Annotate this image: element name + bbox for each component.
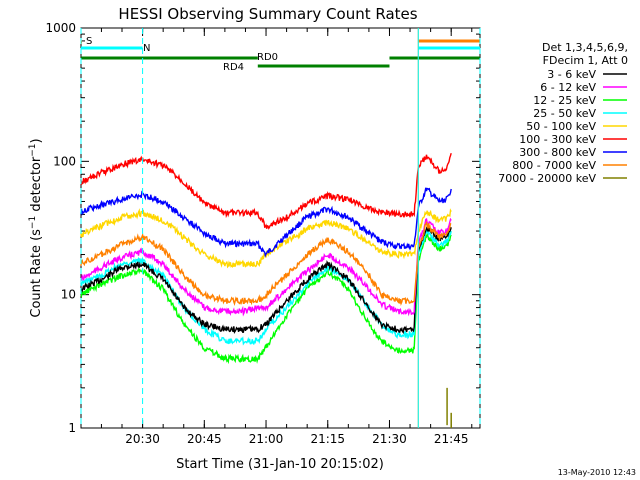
legend-entry-label: 7000 - 20000 keV xyxy=(498,172,596,185)
x-axis-label: Start Time (31-Jan-10 20:15:02) xyxy=(176,457,384,472)
legend-entry-label: 800 - 7000 keV xyxy=(512,159,596,172)
y-axis-ticks: 1 10 100 1000 xyxy=(45,21,480,435)
x-axis-ticks: 20:30 20:45 21:00 21:15 21:30 21:45 xyxy=(100,28,473,446)
legend-entry-label: 25 - 50 keV xyxy=(533,107,596,120)
flag-bars: S N RD0 RD4 xyxy=(81,36,480,73)
x-tick-label: 21:30 xyxy=(372,432,407,446)
y-tick-label: 1 xyxy=(68,421,76,435)
rd4-flag-label: RD4 xyxy=(223,62,244,73)
x-tick-label: 21:00 xyxy=(249,432,284,446)
chart-title: HESSI Observing Summary Count Rates xyxy=(118,5,417,23)
x-tick-label: 21:15 xyxy=(310,432,345,446)
legend-entry-label: 3 - 6 keV xyxy=(547,68,596,81)
series-lines xyxy=(80,153,452,428)
y-tick-label: 1000 xyxy=(45,21,76,35)
series-line-800-7000-kev xyxy=(80,220,452,307)
y-axis-label: Count Rate (s−1 detector−1) xyxy=(28,138,44,317)
y-tick-label: 10 xyxy=(61,288,76,302)
legend: Det 1,3,4,5,6,9, FDecim 1, Att 0 3 - 6 k… xyxy=(498,41,628,185)
series-line-300-800-kev xyxy=(80,187,452,258)
x-tick-label: 20:30 xyxy=(125,432,160,446)
saa-flag-label: S xyxy=(86,36,92,47)
x-tick-label: 20:45 xyxy=(187,432,222,446)
legend-entry-label: 300 - 800 keV xyxy=(519,146,596,159)
legend-entry-label: 50 - 100 keV xyxy=(526,120,596,133)
legend-entry-label: 12 - 25 keV xyxy=(533,94,596,107)
footer-timestamp: 13-May-2010 12:43 xyxy=(558,468,636,477)
series-line-100-300-kev xyxy=(80,153,452,230)
x-tick-label: 21:45 xyxy=(434,432,469,446)
rd0-flag-label: RD0 xyxy=(257,52,278,63)
legend-entry-label: 6 - 12 keV xyxy=(540,81,596,94)
legend-entry-label: 100 - 300 keV xyxy=(519,133,596,146)
legend-title-line-1: Det 1,3,4,5,6,9, xyxy=(542,41,628,54)
series-line-3-6-kev xyxy=(80,226,452,335)
legend-title-line-2: FDecim 1, Att 0 xyxy=(543,54,628,67)
night-flag-label: N xyxy=(143,43,150,54)
event-markers xyxy=(80,28,481,428)
y-tick-label: 100 xyxy=(53,154,76,168)
